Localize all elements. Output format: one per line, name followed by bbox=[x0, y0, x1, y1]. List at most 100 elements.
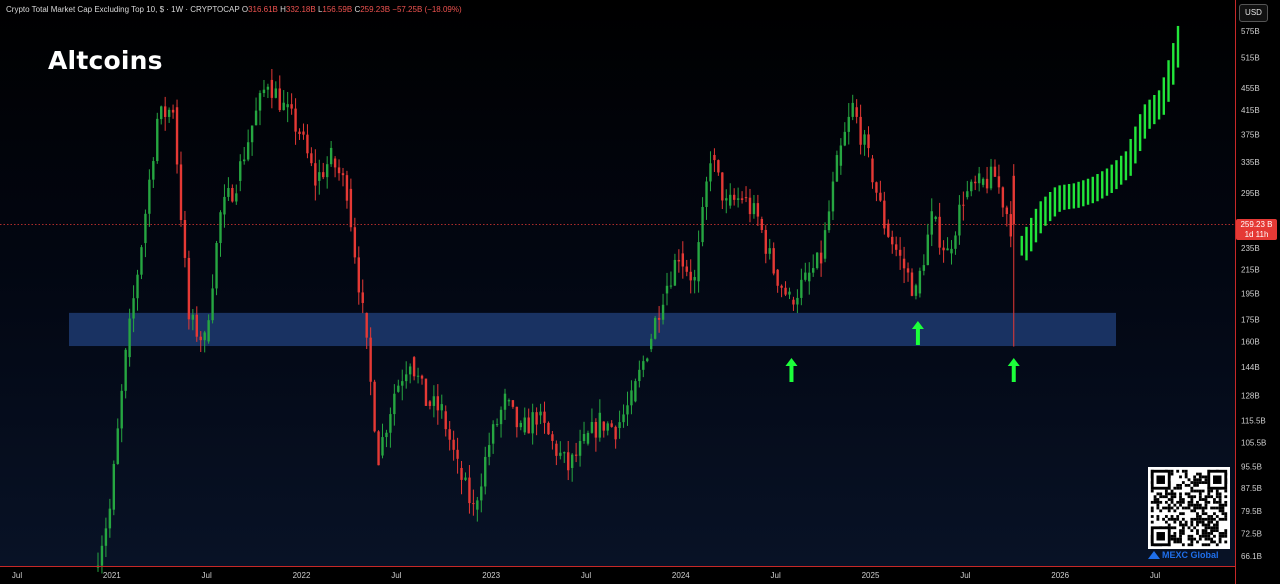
candle bbox=[883, 200, 886, 229]
candle bbox=[298, 131, 301, 135]
candle bbox=[685, 266, 688, 272]
open-value: 316.61B bbox=[248, 5, 278, 14]
x-tick-label: Jul bbox=[1150, 571, 1160, 580]
projection-bar bbox=[1072, 183, 1076, 209]
candle bbox=[547, 422, 550, 435]
candle bbox=[646, 358, 649, 362]
projection-bar bbox=[1153, 95, 1156, 125]
candle bbox=[278, 88, 281, 111]
change-value: −57.25B (−18.09%) bbox=[392, 5, 462, 14]
projection-bar bbox=[1053, 187, 1057, 217]
currency-button[interactable]: USD bbox=[1239, 4, 1268, 22]
candle bbox=[555, 443, 558, 456]
candle bbox=[744, 197, 748, 199]
projection-bar bbox=[1086, 178, 1090, 205]
candle bbox=[570, 454, 574, 468]
candle bbox=[594, 421, 598, 438]
candle bbox=[563, 452, 566, 454]
candle bbox=[1005, 207, 1009, 215]
candle bbox=[689, 271, 692, 281]
projection-bar bbox=[1063, 184, 1066, 210]
y-tick-label: 235B bbox=[1241, 244, 1260, 253]
brand-mark-icon bbox=[1148, 551, 1160, 559]
candle bbox=[981, 178, 985, 185]
y-tick-label: 175B bbox=[1241, 316, 1260, 325]
candle bbox=[152, 161, 155, 180]
projection-bar bbox=[1110, 164, 1113, 193]
high-value: 332.18B bbox=[285, 5, 316, 14]
candle bbox=[800, 279, 803, 298]
candle bbox=[926, 234, 929, 266]
candle bbox=[132, 298, 135, 319]
x-tick-label: 2023 bbox=[482, 571, 500, 580]
candle bbox=[507, 400, 511, 402]
candle bbox=[432, 396, 436, 406]
x-tick-label: Jul bbox=[391, 571, 401, 580]
candle bbox=[630, 390, 633, 406]
candle bbox=[788, 291, 791, 295]
candle bbox=[567, 452, 570, 471]
qr-code bbox=[1148, 467, 1230, 549]
candle bbox=[586, 432, 590, 444]
candle bbox=[918, 270, 922, 294]
projection-bar bbox=[1157, 90, 1161, 120]
candle bbox=[638, 369, 641, 382]
candle bbox=[294, 108, 297, 132]
candle bbox=[337, 167, 341, 174]
y-tick-label: 87.5B bbox=[1241, 484, 1262, 493]
candle bbox=[673, 259, 677, 286]
candle bbox=[535, 412, 538, 425]
candle bbox=[401, 381, 404, 386]
projection-bar bbox=[1134, 126, 1137, 164]
candle bbox=[954, 235, 957, 249]
candle bbox=[622, 414, 625, 423]
y-tick-label: 515B bbox=[1241, 54, 1260, 63]
candle bbox=[314, 163, 317, 186]
candle bbox=[128, 318, 131, 358]
x-tick-label: 2025 bbox=[862, 571, 880, 580]
projection-bar bbox=[1138, 114, 1142, 152]
candle bbox=[701, 206, 704, 243]
candle bbox=[167, 109, 171, 117]
candle bbox=[693, 277, 696, 281]
candle bbox=[515, 406, 519, 428]
candle bbox=[717, 160, 720, 173]
candle bbox=[124, 349, 127, 391]
brand-name: MEXC Global bbox=[1162, 550, 1219, 560]
candle bbox=[910, 272, 914, 296]
plot-area[interactable] bbox=[0, 0, 1235, 566]
candle bbox=[808, 272, 811, 282]
candle bbox=[373, 381, 376, 432]
candle bbox=[606, 423, 609, 431]
candle bbox=[665, 285, 669, 294]
candle bbox=[140, 247, 143, 275]
candle bbox=[574, 454, 578, 456]
candle bbox=[681, 253, 685, 267]
candle bbox=[211, 288, 214, 321]
projection-bar bbox=[1020, 235, 1023, 256]
candle bbox=[851, 102, 854, 117]
candle bbox=[906, 268, 910, 273]
symbol-name[interactable]: Crypto Total Market Cap Excluding Top 10… bbox=[6, 5, 240, 14]
candle bbox=[511, 400, 515, 407]
projection-bar bbox=[1119, 155, 1123, 185]
candle bbox=[902, 258, 906, 269]
symbol-header: Crypto Total Market Cap Excluding Top 10… bbox=[6, 5, 462, 14]
x-tick-label: Jul bbox=[960, 571, 970, 580]
candle bbox=[361, 292, 364, 303]
y-tick-label: 195B bbox=[1241, 289, 1260, 298]
candle bbox=[626, 405, 629, 415]
candle bbox=[393, 393, 396, 415]
candle bbox=[258, 93, 262, 111]
y-tick-label: 95.5B bbox=[1241, 463, 1262, 472]
candle bbox=[891, 236, 894, 245]
candle bbox=[503, 393, 507, 410]
candle bbox=[148, 179, 151, 214]
candle bbox=[163, 106, 167, 117]
low-label: L bbox=[317, 5, 323, 14]
candle bbox=[732, 194, 736, 200]
candle bbox=[930, 211, 933, 235]
candle bbox=[713, 154, 716, 161]
